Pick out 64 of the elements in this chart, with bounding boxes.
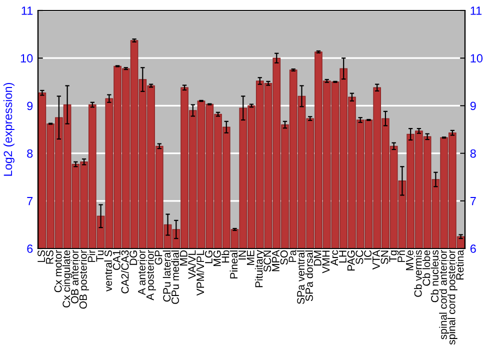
x-tick-label: A posterior [146,250,156,300]
x-tick-label: Hb [221,250,230,263]
x-tick-label: Arc [330,250,338,266]
y-tick-label: 7 [27,197,33,206]
x-tick-label: CPu lateral [162,250,171,302]
y-tick-label: 11 [22,6,33,15]
x-tick-label: Tg [389,250,399,262]
x-tick-label: DG [130,250,138,265]
x-tick-label: LS [38,250,46,262]
y2-tick-label: 10 [470,54,483,62]
x-tick-label: ME [246,250,254,265]
y-axis-title: Log2 (expression) [3,82,14,176]
y2-tick-label: 6 [470,244,476,253]
x-tick-label: Pa [288,250,296,262]
x-tick-label: OB anterior [70,250,79,304]
y-tick-label: 10 [20,54,33,62]
x-tick-label: Cx cingulate [62,250,72,308]
x-tick-label: Tu [96,250,104,262]
y-tick-label: 6 [27,244,33,253]
x-tick-label: Cb lobe [422,250,430,286]
x-tick-label: Cx motor [54,250,62,292]
x-tick-label: MG [213,250,221,266]
x-tick-label: spinal cord anterior [439,250,449,340]
x-tick-label: Retina [456,250,464,280]
y2-tick-label: 8 [470,149,476,158]
x-tick-label: CPu medial [171,250,179,304]
y-tick-label: 9 [27,102,33,110]
x-tick-label: IN [238,250,246,260]
y2-tick-label: 9 [470,102,476,110]
x-tick-label: VPM/VPL [196,250,204,296]
x-tick-label: SC [356,250,364,264]
x-tick-label: MPA [272,250,280,272]
y2-tick-label: 11 [470,6,482,15]
x-tick-label: Cb vermis [414,250,422,297]
x-tick-label: GP [154,250,162,265]
x-tick-label: SO [280,250,288,265]
x-tick-label: PAG [347,250,355,271]
y-tick-label: 8 [27,149,33,158]
x-tick-label: Pineal [230,250,238,278]
x-tick-label: ventral S [104,250,112,292]
x-tick-label: LH [339,250,346,263]
x-tick-label: SCN [264,250,272,272]
x-tick-label: LG [204,250,212,264]
x-tick-label: Pituitary [254,250,265,288]
x-tick-label: IC [364,250,372,260]
x-tick-label: MD [180,250,188,266]
x-tick-label: SN [380,250,388,264]
x-tick-label: RS [46,250,54,264]
x-tick-label: Cb nucleus [430,250,439,302]
x-tick-label: CA1 [112,250,120,270]
x-tick-label: OB posterior [79,250,89,309]
x-tick-label: SPa dorsal [305,250,313,302]
x-tick-label: VTA [372,250,380,270]
x-tick-label: Pn [398,250,405,262]
x-tick-label: DM [314,250,322,266]
x-tick-label: MVe [406,250,414,270]
x-tick-label: SPa ventral [296,250,305,304]
x-tick-label: spinal cord posterior [448,250,458,345]
x-tick-label: VMH [322,250,330,274]
x-tick-label: Pir [88,250,96,262]
x-tick-label: VA/VL [188,250,196,279]
y2-tick-label: 7 [470,197,476,206]
x-tick-label: CA2/CA3 [120,250,129,294]
x-tick-label: A anterior [138,250,146,296]
